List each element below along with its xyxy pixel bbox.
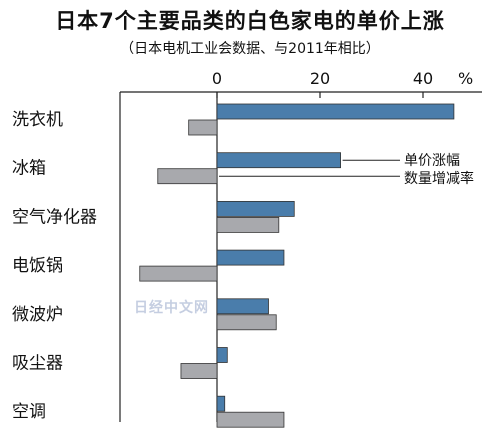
category-label: 吸尘器 [12, 354, 63, 374]
x-tick-label: 40 [413, 69, 433, 88]
price-increase-bar [216, 395, 226, 412]
category-label: 冰箱 [12, 159, 46, 179]
watermark-text: 日经中文网 [134, 300, 209, 316]
x-axis-unit: % [458, 69, 473, 88]
quantity-change-bar [157, 168, 218, 185]
x-tick-label: 20 [310, 69, 330, 88]
quantity-change-bar [188, 119, 218, 136]
price-increase-bar [216, 103, 455, 120]
chart-title: 日本7个主要品类的白色家电的单价上涨 [55, 9, 445, 33]
price-increase-bar [216, 249, 285, 266]
legend-label-price: 单价涨幅 [404, 153, 460, 169]
category-label: 洗衣机 [12, 110, 63, 130]
price-increase-bar [216, 200, 295, 217]
quantity-change-bar [139, 265, 218, 282]
quantity-change-bar [216, 314, 277, 331]
category-label: 空气净化器 [12, 207, 97, 227]
price-increase-bar [216, 298, 269, 315]
price-increase-bar [216, 152, 341, 169]
chart-subtitle: （日本电机工业会数据、与2011年相比） [120, 41, 380, 57]
category-label: 电饭锅 [12, 256, 63, 276]
quantity-change-bar [216, 216, 280, 233]
price-increase-bar [216, 347, 228, 363]
quantity-change-bar [216, 411, 285, 428]
legend-label-quantity: 数量增减率 [404, 170, 474, 187]
quantity-change-bar [180, 363, 218, 379]
category-label: 空调 [12, 402, 46, 422]
category-label: 微波炉 [12, 305, 63, 325]
x-tick-label: 0 [212, 69, 222, 88]
